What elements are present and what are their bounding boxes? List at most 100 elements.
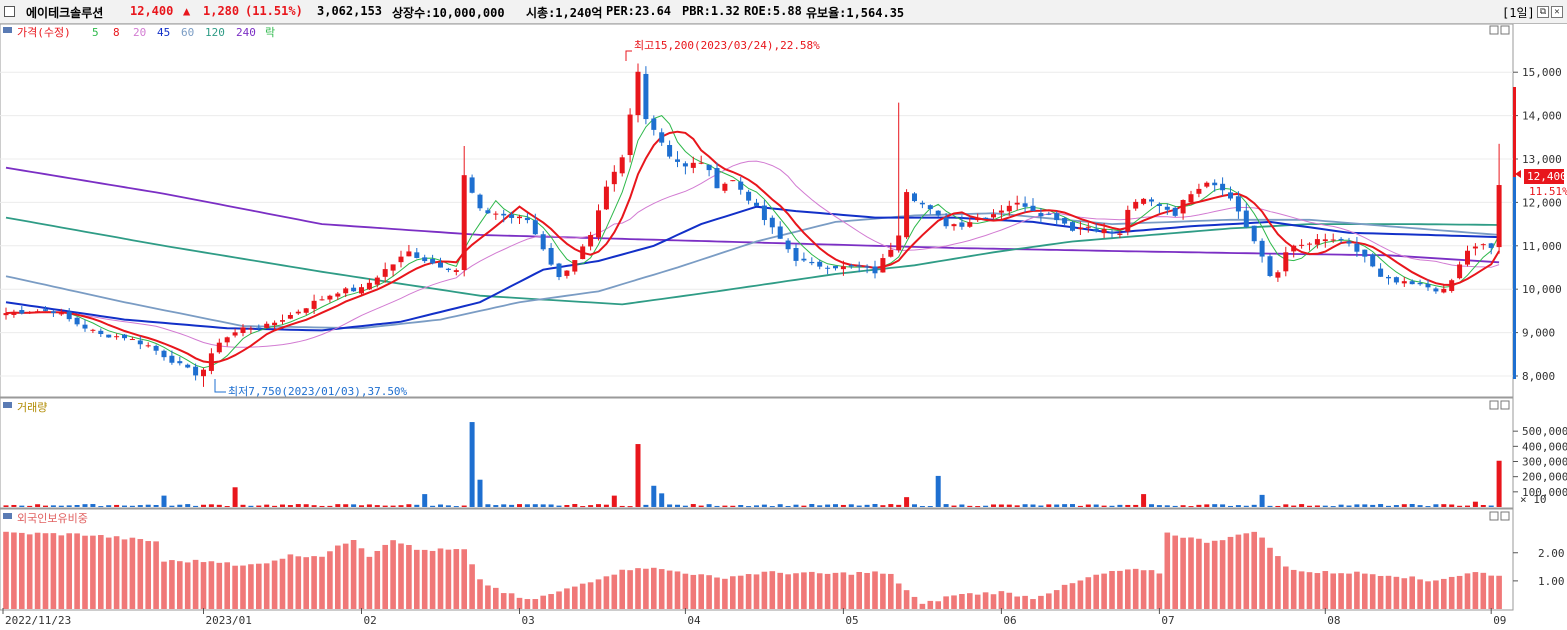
foreign-ratio-bar [564,588,570,609]
candle-body [90,329,96,331]
panel-minimize-icon[interactable] [1489,25,1499,35]
volume-bar [1267,505,1273,507]
foreign-ratio-bar [643,568,649,609]
candle-body [935,210,941,216]
candle-body [532,220,538,235]
volume-bar [603,504,609,507]
foreign-ratio-bar [1251,531,1257,609]
volume-bar [864,504,870,507]
stock-chart[interactable]: 가격(수정) 5 8 20 45 60 120 240 락 거래량 외국인보유비… [0,24,1567,630]
volume-bar [343,504,349,507]
candle-body [524,217,530,221]
candle-body [1172,207,1178,216]
candle-body [1370,254,1376,267]
candle-body [1243,210,1249,227]
period-button[interactable]: [1일] [1502,6,1535,20]
foreign-ratio-bar [66,533,72,609]
candle-body [548,247,554,265]
candle-body [287,314,293,319]
pbr-value: PBR:1.32 [682,4,740,18]
foreign-ratio-bar [1069,583,1076,609]
foreign-ratio-bar [888,573,894,609]
foreign-ratio-bar [927,600,934,609]
candle-body [1117,233,1123,235]
volume-bar [185,504,191,507]
volume-bar [983,505,989,507]
panel-menu-icon[interactable] [3,27,12,33]
candle-body [145,345,151,347]
volume-bar [1259,494,1265,507]
volume-bar [635,444,641,507]
volume-bar [588,505,594,507]
price-legend: 가격(수정) 5 8 20 45 60 120 240 락 [17,26,275,39]
foreign-ratio-bar [493,587,499,609]
checkbox-icon[interactable] [4,6,15,17]
foreign-ratio-bar [406,544,412,609]
volume-bar [833,504,838,507]
candle-body [777,226,783,239]
volume-bar [580,506,586,508]
panel-minimize-icon[interactable] [1489,400,1499,410]
foreign-ratio-bar [429,550,436,609]
foreign-ratio-bar [1156,573,1163,609]
foreign-ratio-bar [603,576,610,609]
panel-minimize-icon[interactable] [1489,511,1499,521]
candle-body [185,364,191,368]
candle-body [248,328,254,330]
candle-body [611,171,617,185]
candle-body [1322,239,1328,242]
date-axis: 2022/11/23 2023/01 02 03 04 05 06 07 08 09 [2,608,1506,627]
date-tick-label: 08 [1327,614,1340,627]
foreign-ratio-bar [153,541,159,609]
volume-bar [1449,504,1455,507]
foreign-ratio-bar [1441,578,1447,609]
volume-bar [1156,505,1162,507]
copy-icon[interactable]: ⧉ [1537,6,1549,18]
legend-ma240: 240 [236,26,256,39]
foreign-ratio-bar [1409,576,1415,609]
volume-bar [256,505,262,507]
candle-body [738,181,744,190]
volume-bar [485,504,491,507]
candle-body [1275,272,1281,278]
candle-body [1449,280,1455,291]
volume-bar [1386,505,1391,507]
volume-bar [1077,505,1083,507]
volume-bar [335,504,341,507]
panel-close-icon[interactable] [1500,400,1510,410]
volume-bar [619,505,625,507]
panel-close-icon[interactable] [1500,511,1510,521]
volume-bar [169,505,175,507]
candle-body [761,205,767,221]
foreign-ratio-bar [627,570,633,609]
current-price-label: 12,400 [1527,170,1567,183]
candle-body [1354,243,1360,252]
foreign-ratio-bar [508,593,515,609]
foreign-ratio-bar [26,534,33,609]
volume-bar [248,505,254,507]
volume-bar [114,504,120,507]
volume-bar [501,504,507,507]
volume-bar [1188,506,1194,508]
volume-bar [1141,494,1147,507]
candle-body [1307,243,1312,245]
foreign-ratio-bar [335,545,341,609]
candle-body [485,210,491,214]
candle-body [1141,198,1147,204]
close-icon[interactable]: ✕ [1551,6,1563,18]
panel-menu-icon[interactable] [3,402,12,408]
volume-bar [1243,505,1249,507]
candle-body [43,309,48,311]
panel-menu-icon[interactable] [3,513,12,519]
change-arrow-icon: ▲ [183,4,191,18]
foreign-ratio-bar [824,573,831,609]
volume-bar [1133,504,1139,507]
candle-body [256,327,262,329]
foreign-ratio-bar [1464,573,1471,609]
candle-body [785,240,791,250]
panel-close-icon[interactable] [1500,25,1510,35]
candle-body [840,266,846,270]
foreign-ratio-bar [903,590,910,609]
candle-body [438,262,443,268]
foreign-ratio-bar [714,577,720,609]
